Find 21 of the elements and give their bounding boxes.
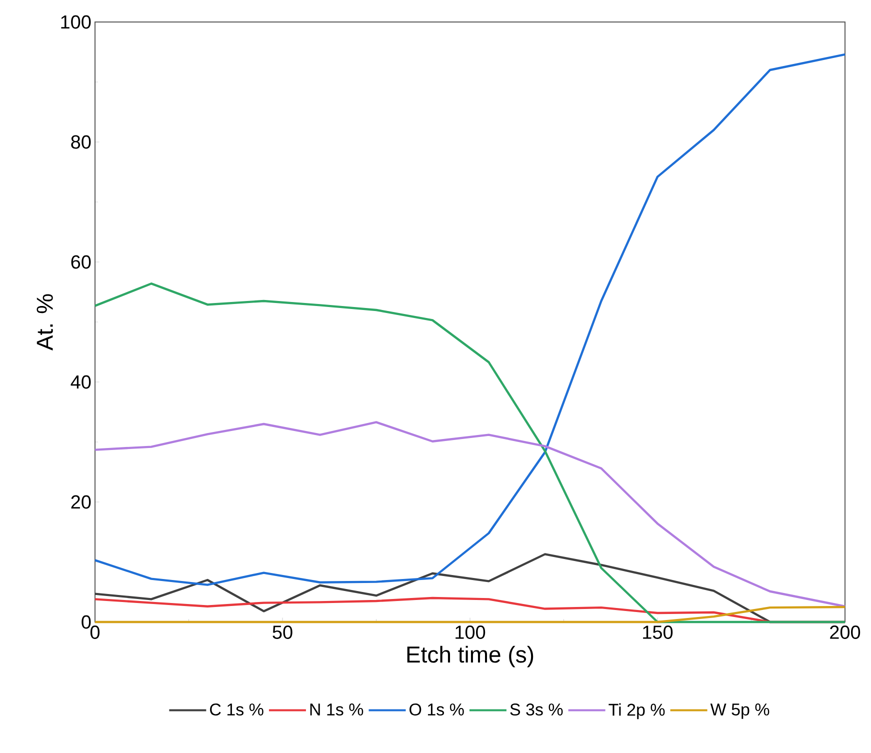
line-series [94, 421, 846, 608]
legend-label: N 1s % [310, 704, 364, 716]
x-tick-label: 150 [643, 626, 673, 639]
line-series [94, 53, 846, 586]
y-axis-title: At. % [36, 294, 53, 350]
x-tick-label: 100 [456, 626, 486, 639]
x-tick-label: 0 [90, 626, 100, 639]
x-axis-title: Etch time (s) [407, 646, 534, 668]
legend-label: Ti 2p % [608, 703, 665, 720]
x-tick-label: 50 [272, 626, 292, 639]
legend-label: W 5p % [710, 704, 770, 719]
y-tick-label: 40 [70, 375, 91, 389]
legend-label: C 1s % [210, 704, 264, 716]
y-tick-label: 20 [71, 495, 91, 509]
legend-label: O 1s % [410, 704, 464, 716]
y-tick-label: 60 [71, 255, 91, 269]
y-tick-label: 100 [61, 15, 91, 29]
x-tick-label: 200 [830, 626, 860, 639]
y-tick-label: 80 [71, 135, 91, 149]
legend-label: S 3s % [510, 704, 563, 716]
y-tick-label: 0 [82, 615, 91, 629]
